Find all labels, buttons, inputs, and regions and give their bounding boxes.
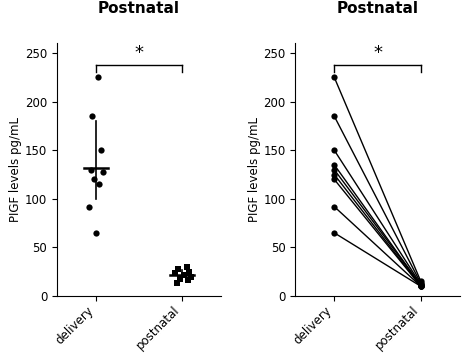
Text: *: * [373,44,382,62]
Title: Postnatal: Postnatal [337,1,419,16]
Text: *: * [135,44,144,62]
Y-axis label: PIGF levels pg/mL: PIGF levels pg/mL [9,117,22,222]
Title: Postnatal: Postnatal [98,1,180,16]
Y-axis label: PIGF levels pg/mL: PIGF levels pg/mL [247,117,261,222]
